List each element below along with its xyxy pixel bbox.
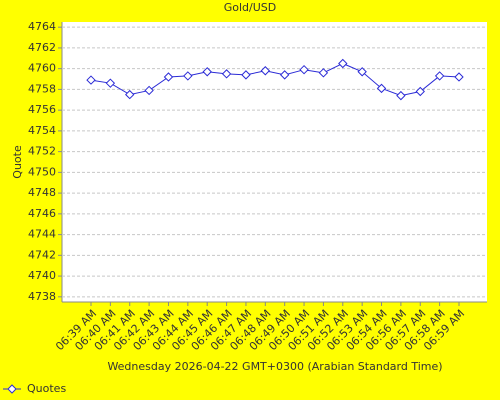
y-tick-label: 4754 (28, 124, 56, 137)
data-point (241, 70, 251, 80)
data-point (221, 69, 232, 79)
data-point (105, 78, 116, 88)
y-tick-label: 4764 (28, 20, 56, 33)
y-tick-label: 4750 (28, 165, 56, 178)
y-tick-label: 4756 (28, 103, 56, 116)
data-point (415, 86, 425, 97)
y-tick-label: 4744 (28, 228, 56, 241)
data-point (260, 66, 271, 76)
data-point (357, 67, 367, 77)
data-point (163, 72, 174, 82)
data-point (338, 58, 348, 69)
y-tick-label: 4760 (28, 62, 56, 75)
data-point (376, 83, 387, 94)
data-point (202, 67, 212, 77)
y-tick-label: 4752 (28, 145, 56, 158)
y-tick-label: 4762 (28, 41, 56, 54)
y-tick-label: 4746 (28, 207, 56, 220)
data-point (454, 72, 464, 82)
y-tick-label: 4748 (28, 186, 56, 199)
data-point (144, 85, 154, 96)
y-axis-label: Quote (11, 145, 24, 179)
legend-label: Quotes (27, 382, 66, 395)
data-point (125, 89, 135, 100)
x-axis-label: Wednesday 2026-04-22 GMT+0300 (Arabian S… (107, 360, 442, 373)
legend-marker (7, 384, 17, 394)
data-point (86, 75, 96, 85)
data-point (183, 71, 193, 81)
y-tick-label: 4758 (28, 82, 56, 95)
data-point (318, 68, 329, 78)
data-point (279, 70, 290, 80)
y-tick-label: 4740 (28, 269, 56, 282)
plot-area (62, 22, 487, 302)
y-tick-label: 4742 (28, 248, 56, 261)
chart-title: Gold/USD (224, 1, 277, 14)
data-point (396, 90, 406, 101)
data-point (299, 64, 309, 75)
data-point (434, 71, 445, 81)
y-tick-label: 4738 (28, 290, 56, 303)
